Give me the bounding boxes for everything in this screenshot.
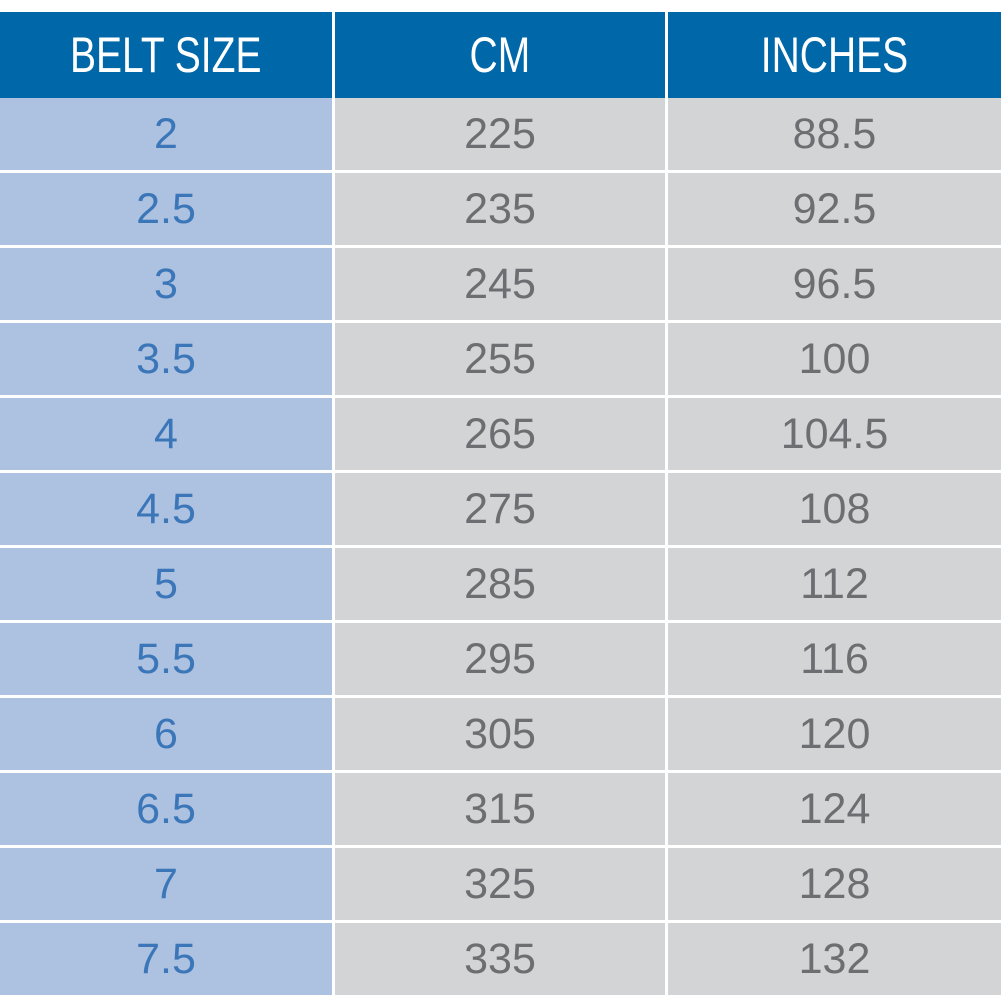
value-cell: 96.5 [668,248,1001,320]
value-cell: 128 [668,848,1001,920]
value-cell: 305 [335,698,665,770]
value-cell: 315 [335,773,665,845]
value-cell: 275 [335,473,665,545]
header-text: INCHES [760,27,909,83]
value-cell: 335 [335,923,665,995]
value-cell: 120 [668,698,1001,770]
value-cell: 112 [668,548,1001,620]
size-cell: 4.5 [0,473,332,545]
size-cell: 7.5 [0,923,332,995]
value-cell: 104.5 [668,398,1001,470]
value-cell: 92.5 [668,173,1001,245]
value-cell: 108 [668,473,1001,545]
value-cell: 235 [335,173,665,245]
value-cell: 116 [668,623,1001,695]
size-cell: 3.5 [0,323,332,395]
size-cell: 2 [0,98,332,170]
size-cell: 4 [0,398,332,470]
value-cell: 255 [335,323,665,395]
header-text: CM [469,27,531,83]
size-cell: 5.5 [0,623,332,695]
size-cell: 3 [0,248,332,320]
value-cell: 100 [668,323,1001,395]
value-cell: 124 [668,773,1001,845]
value-cell: 295 [335,623,665,695]
value-cell: 132 [668,923,1001,995]
size-cell: 7 [0,848,332,920]
size-cell: 6 [0,698,332,770]
header-cell: CM [335,12,665,98]
value-cell: 325 [335,848,665,920]
header-cell: INCHES [668,12,1001,98]
value-cell: 245 [335,248,665,320]
header-cell: BELT SIZE [0,12,332,98]
size-cell: 6.5 [0,773,332,845]
value-cell: 265 [335,398,665,470]
header-text: BELT SIZE [70,27,262,83]
value-cell: 285 [335,548,665,620]
value-cell: 225 [335,98,665,170]
size-cell: 5 [0,548,332,620]
value-cell: 88.5 [668,98,1001,170]
size-cell: 2.5 [0,173,332,245]
